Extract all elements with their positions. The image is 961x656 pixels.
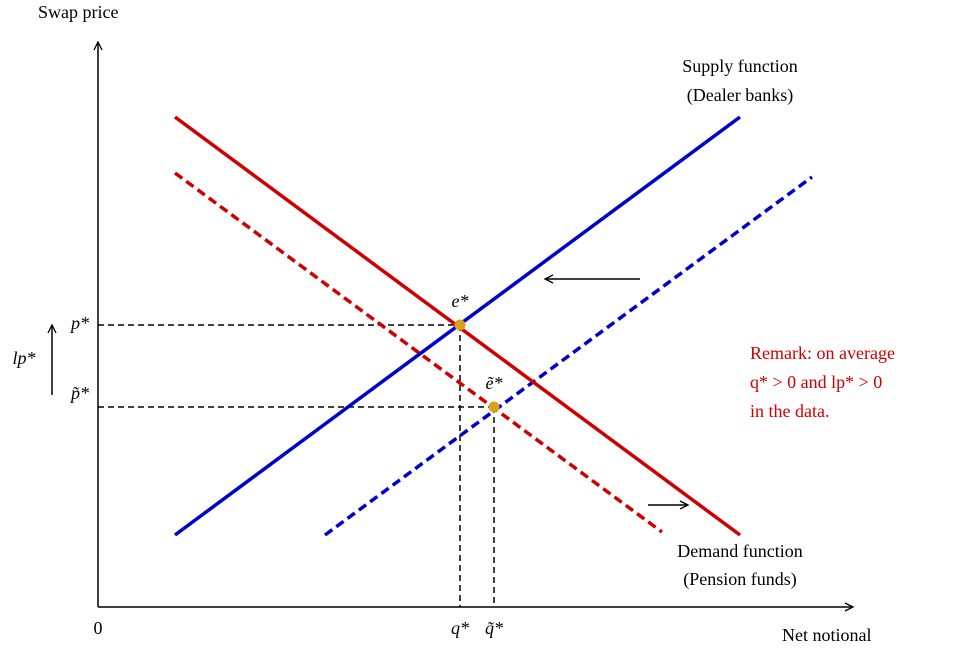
demand-shifted bbox=[173, 171, 664, 534]
price-label: lp* bbox=[12, 348, 35, 368]
curve-label: Supply function bbox=[682, 56, 798, 76]
price-label: p* bbox=[69, 313, 89, 333]
quantity-label: q̃* bbox=[485, 618, 503, 638]
curve-label: (Pension funds) bbox=[683, 569, 797, 590]
curve-label: (Dealer banks) bbox=[687, 85, 793, 106]
point-label: e* bbox=[452, 291, 469, 311]
quantity-label: q* bbox=[451, 618, 469, 638]
equilibrium bbox=[488, 401, 500, 413]
remark: Remark: on average bbox=[750, 343, 895, 363]
y-label: Swap price bbox=[38, 2, 118, 22]
remark: in the data. bbox=[750, 401, 829, 421]
curve-label: Demand function bbox=[677, 541, 802, 561]
remark: q* > 0 and lp* > 0 bbox=[750, 372, 882, 392]
origin: 0 bbox=[94, 618, 103, 638]
point-label: ẽ* bbox=[486, 373, 503, 393]
supply-shifted bbox=[323, 175, 814, 537]
price-label: p̃* bbox=[69, 383, 89, 403]
x-label: Net notional bbox=[782, 625, 871, 645]
equilibrium bbox=[454, 319, 466, 331]
guides bbox=[98, 324, 495, 607]
